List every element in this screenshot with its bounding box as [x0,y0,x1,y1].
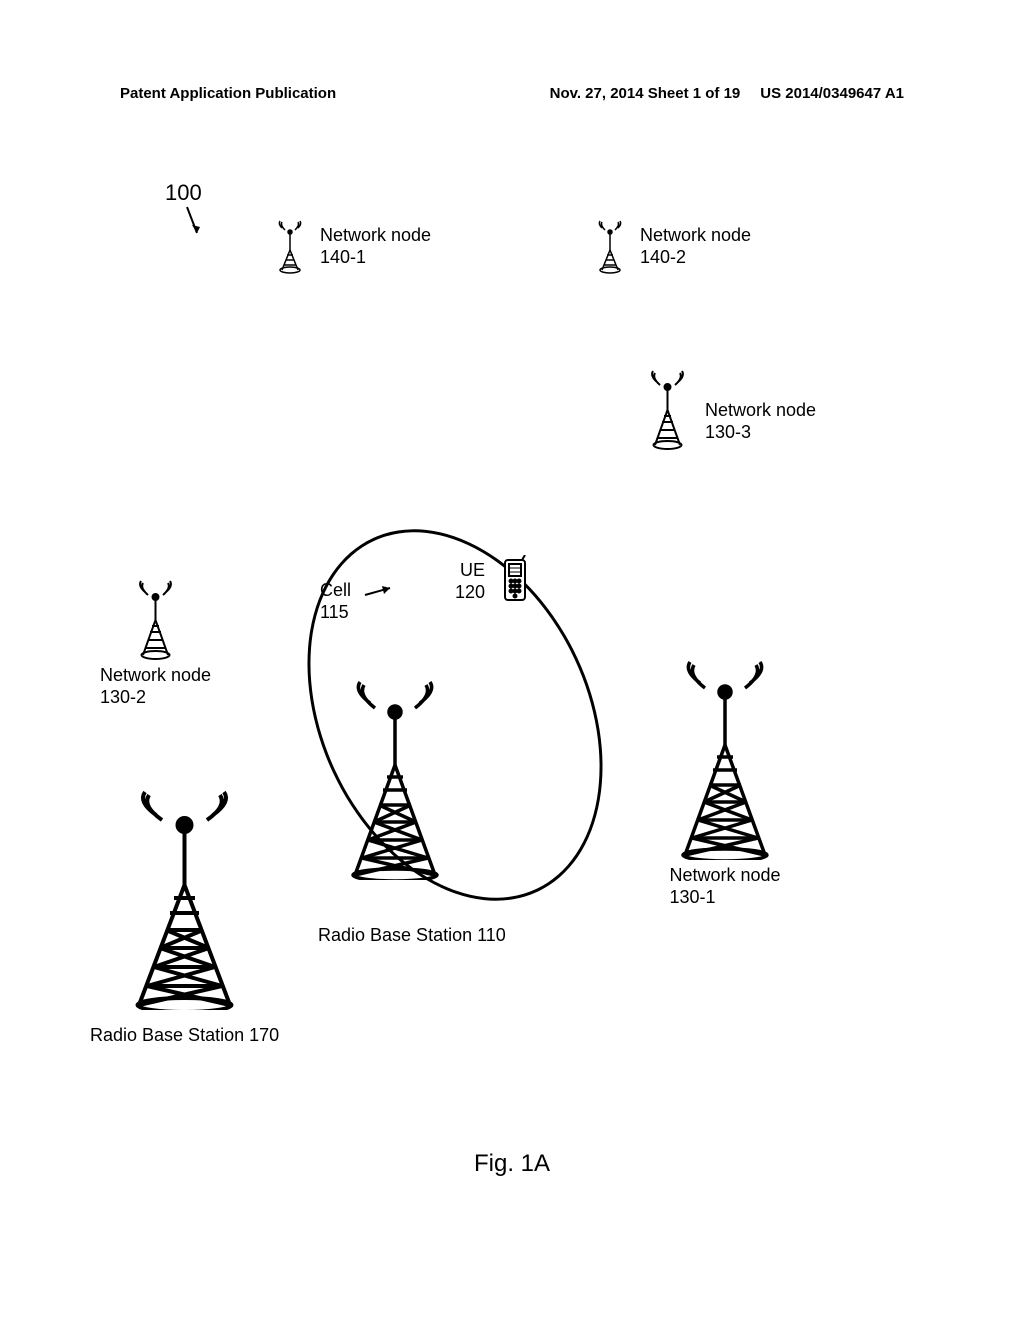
node-label-110: Radio Base Station 110 [318,925,506,947]
ue-icon [500,555,530,605]
node-label-130-1: Network node 130-1 [669,865,780,908]
node-label-170: Radio Base Station 170 [90,1025,279,1047]
page-header: Patent Application Publication Nov. 27, … [0,85,1024,102]
tower-icon [112,790,257,1010]
figure-diagram: 100 Network node 140-1 [0,150,1024,1150]
network-node-130-1: Network node 130-1 [660,660,790,908]
tower-icon [590,220,630,275]
node-label-140-1: Network node 140-1 [320,225,431,268]
header-right: US 2014/0349647 A1 [760,85,904,102]
system-ref: 100 [165,180,202,206]
cell-arrow-icon [360,580,400,610]
tower-icon [330,680,460,880]
tower-icon [128,580,183,660]
network-node-140-1 [270,220,310,275]
ue-label: UE 120 [455,560,485,603]
figure-label: Fig. 1A [474,1150,550,1178]
header-left: Patent Application Publication [120,85,336,102]
network-node-140-2 [590,220,630,275]
radio-base-station-170: Radio Base Station 170 [90,790,279,1047]
tower-icon [270,220,310,275]
ref-arrow-icon [185,205,205,235]
header-center: Nov. 27, 2014 Sheet 1 of 19 [550,85,741,102]
network-node-130-3 [640,370,695,450]
tower-icon [640,370,695,450]
node-label-130-3: Network node 130-3 [705,400,816,443]
node-label-130-2: Network node 130-2 [100,665,211,708]
cell-label: Cell 115 [320,580,351,623]
tower-icon [660,660,790,860]
network-node-130-2: Network node 130-2 [100,580,211,708]
radio-base-station-110 [330,680,460,880]
node-label-140-2: Network node 140-2 [640,225,751,268]
